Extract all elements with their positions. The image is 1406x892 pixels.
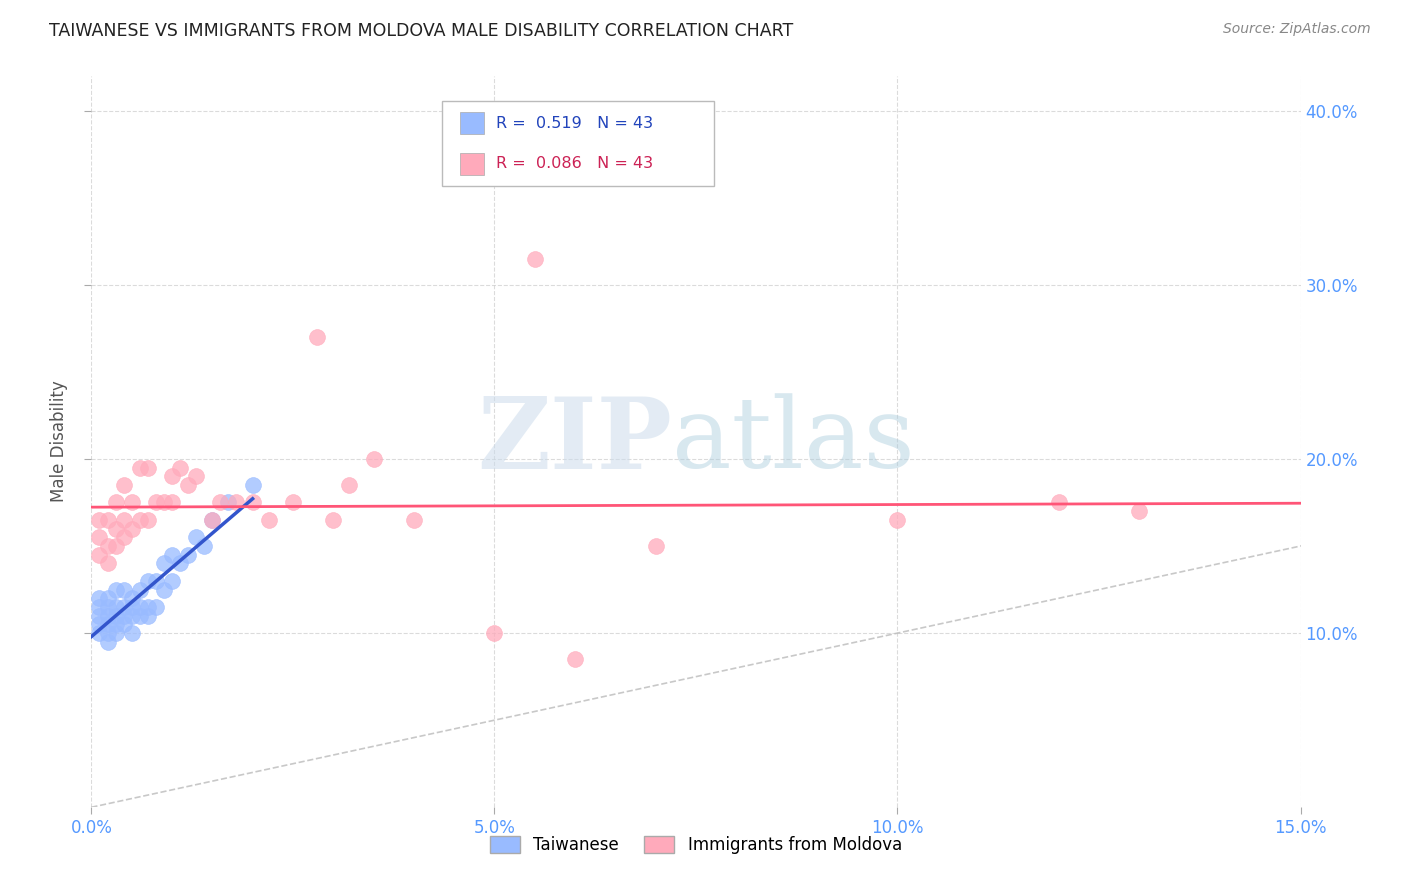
Point [153,582,176,597]
Point [564,652,586,666]
Point [1047,495,1070,509]
Point [145,599,167,614]
Point [201,513,224,527]
Point [209,495,232,509]
Point [104,495,127,509]
Point [160,574,183,588]
Point [160,548,183,562]
Point [112,513,135,527]
Point [112,608,135,623]
Point [1128,504,1150,518]
Point [104,608,127,623]
Point [225,495,247,509]
Point [160,495,183,509]
Point [153,557,176,571]
Point [484,626,506,640]
Point [153,495,176,509]
Point [177,478,200,492]
Point [201,513,224,527]
Point [96,626,118,640]
Point [886,513,908,527]
Point [104,582,127,597]
Point [257,513,280,527]
Point [96,539,118,553]
Point [160,469,183,483]
Point [128,608,150,623]
FancyBboxPatch shape [460,112,484,135]
Point [89,608,111,623]
Point [104,522,127,536]
Point [96,608,118,623]
Point [402,513,425,527]
Point [96,599,118,614]
Point [121,495,143,509]
Point [242,478,264,492]
Text: R =  0.086   N = 43: R = 0.086 N = 43 [496,156,654,171]
Point [89,591,111,606]
Point [136,599,159,614]
Point [186,469,208,483]
Point [96,513,118,527]
Point [145,495,167,509]
Point [121,591,143,606]
Point [121,599,143,614]
Point [169,460,191,475]
Point [128,582,150,597]
Point [89,548,111,562]
Point [96,617,118,632]
Point [96,557,118,571]
Point [89,617,111,632]
Point [337,478,360,492]
FancyBboxPatch shape [460,153,484,175]
Point [217,495,239,509]
Point [89,530,111,544]
Point [644,539,666,553]
Legend: Taiwanese, Immigrants from Moldova: Taiwanese, Immigrants from Moldova [484,830,908,861]
Point [128,599,150,614]
Point [169,557,191,571]
Point [193,539,215,553]
Point [112,617,135,632]
Point [136,574,159,588]
Point [112,582,135,597]
Point [104,599,127,614]
Text: Source: ZipAtlas.com: Source: ZipAtlas.com [1223,22,1371,37]
Point [128,460,150,475]
Point [136,460,159,475]
Point [136,513,159,527]
Point [96,635,118,649]
Point [121,626,143,640]
Point [104,626,127,640]
Point [96,591,118,606]
Point [89,599,111,614]
Point [363,452,385,467]
Point [89,626,111,640]
Text: R =  0.519   N = 43: R = 0.519 N = 43 [496,116,654,131]
Point [121,522,143,536]
Point [112,478,135,492]
Point [322,513,344,527]
Point [177,548,200,562]
Point [281,495,304,509]
Point [104,617,127,632]
Point [112,599,135,614]
Point [128,513,150,527]
Y-axis label: Male Disability: Male Disability [51,381,69,502]
Point [523,252,546,266]
Point [145,574,167,588]
Text: TAIWANESE VS IMMIGRANTS FROM MOLDOVA MALE DISABILITY CORRELATION CHART: TAIWANESE VS IMMIGRANTS FROM MOLDOVA MAL… [49,22,793,40]
Text: atlas: atlas [672,393,914,490]
Point [104,539,127,553]
Point [242,495,264,509]
Text: ZIP: ZIP [477,393,672,490]
Point [112,530,135,544]
Point [186,530,208,544]
Point [307,330,329,344]
FancyBboxPatch shape [441,102,714,186]
Point [136,608,159,623]
Point [121,608,143,623]
Point [89,513,111,527]
